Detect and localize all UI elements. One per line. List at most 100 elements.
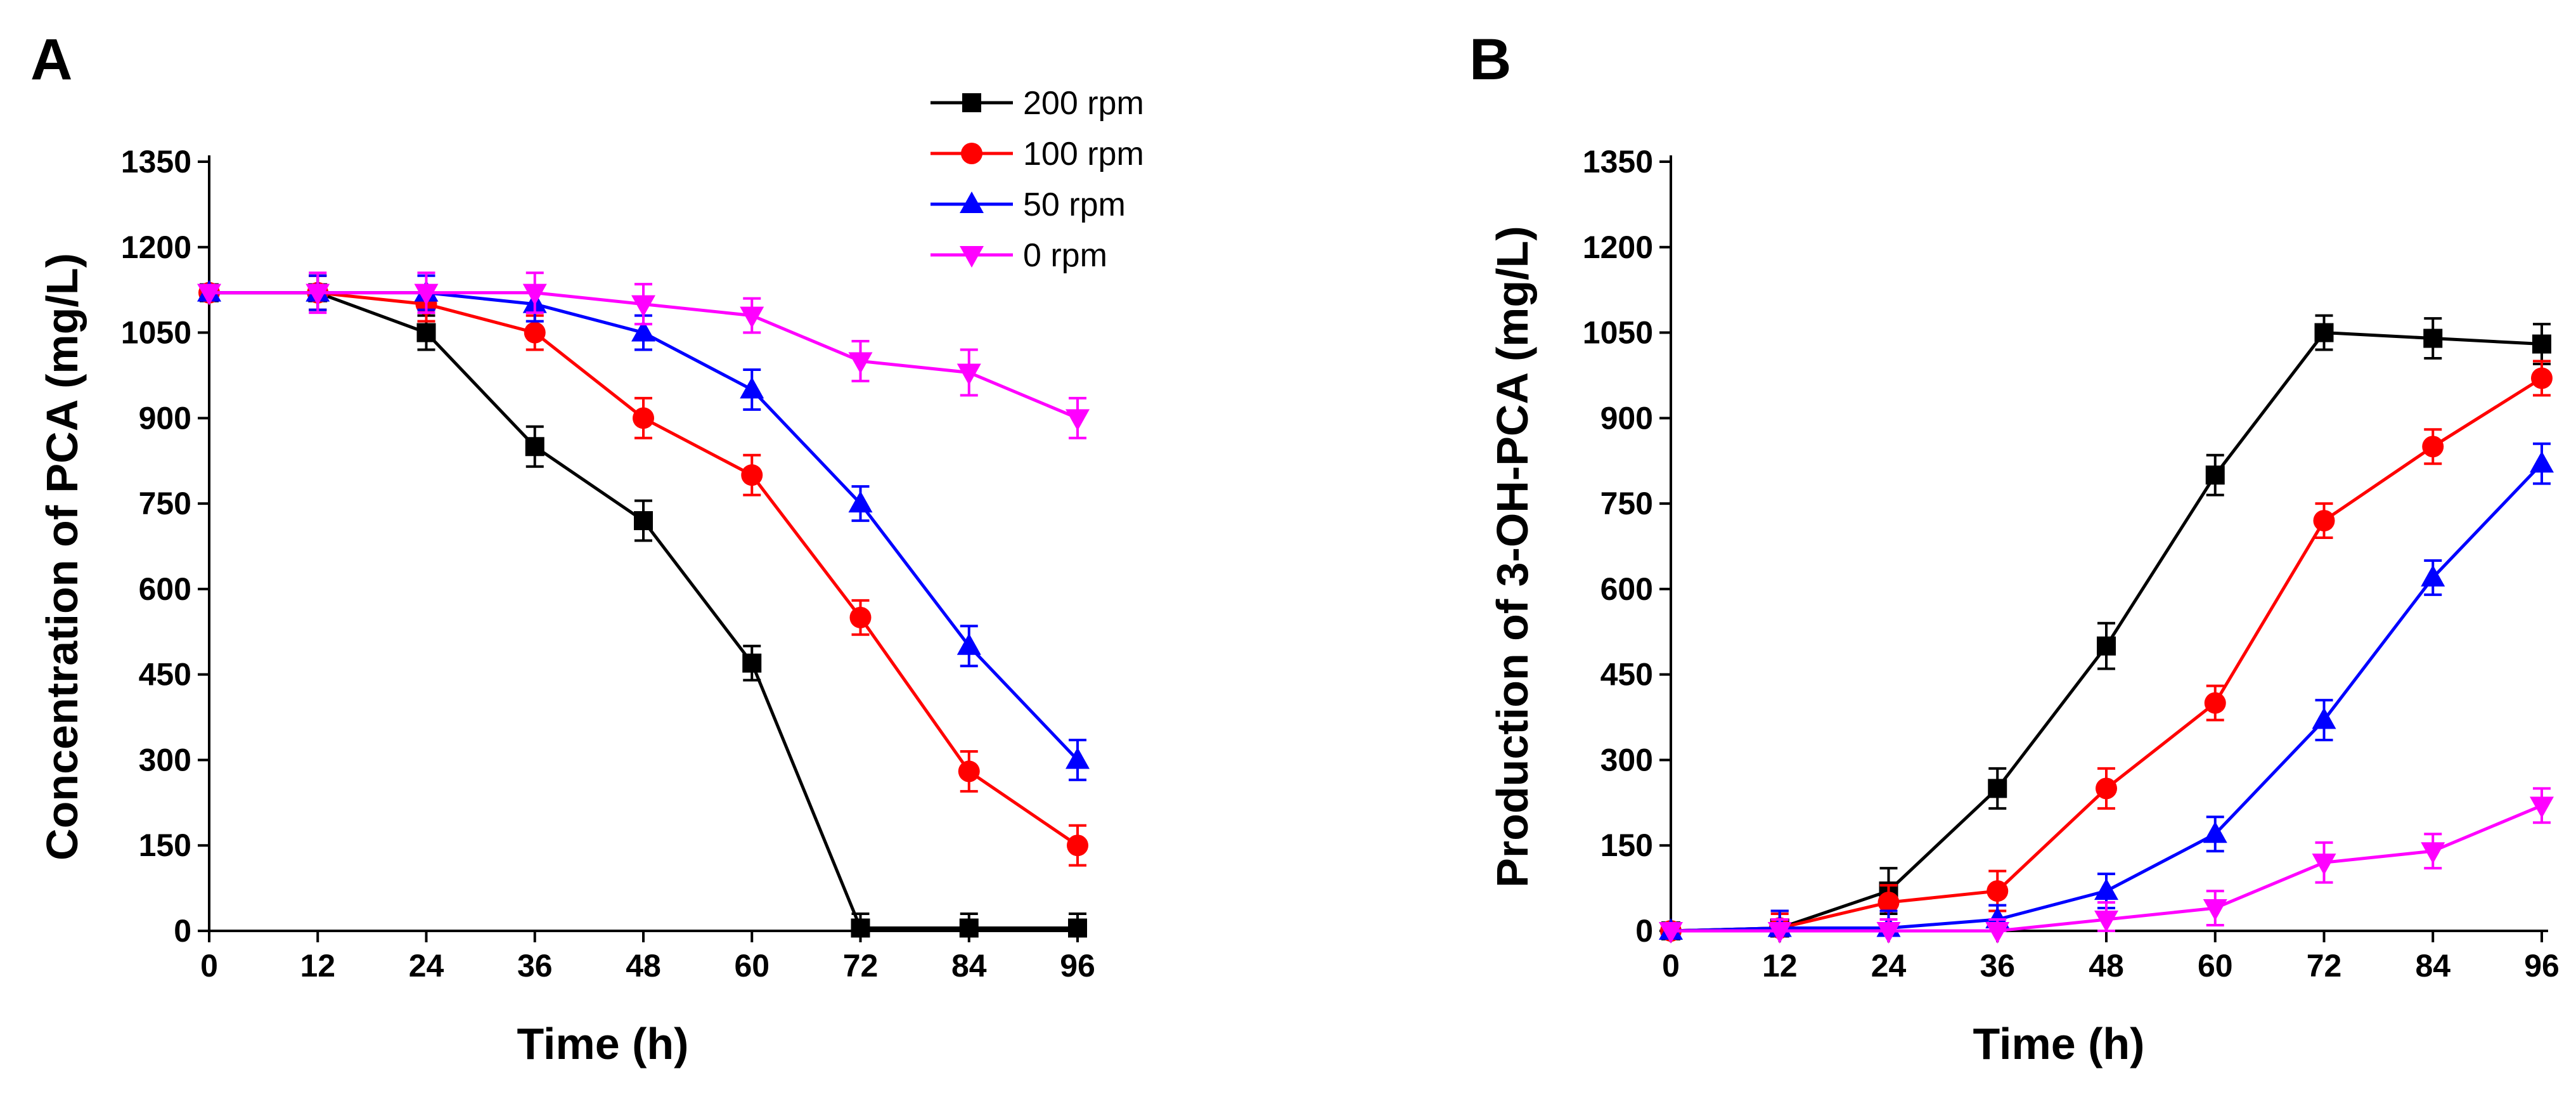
- data-point: [2314, 323, 2334, 342]
- x-tick-label: 48: [2089, 948, 2124, 984]
- data-point: [2421, 842, 2445, 864]
- data-point: [631, 295, 655, 317]
- x-tick-label: 12: [1762, 948, 1798, 984]
- data-point: [524, 321, 546, 344]
- legend-entry: 50 rpm: [931, 186, 1126, 223]
- x-tick-label: 36: [1980, 948, 2015, 984]
- y-tick-label: 900: [139, 400, 191, 436]
- data-point: [2097, 636, 2116, 656]
- data-point: [2532, 334, 2551, 354]
- x-tick-label: 48: [626, 948, 661, 984]
- data-point: [197, 283, 221, 306]
- y-tick-label: 450: [1600, 657, 1653, 692]
- data-point: [2094, 911, 2118, 933]
- x-tick-label: 72: [843, 948, 879, 984]
- x-tick-label: 24: [1871, 948, 1907, 984]
- data-point: [2312, 854, 2336, 876]
- x-tick-label: 12: [300, 948, 335, 984]
- data-point: [740, 306, 764, 328]
- data-point: [1066, 747, 1090, 769]
- data-point: [2096, 777, 2117, 800]
- y-tick-label: 1200: [1583, 230, 1653, 265]
- panel-a: A Concentration of PCA (mg/L) Time (h) 0…: [30, 27, 1144, 1068]
- data-point: [633, 407, 654, 429]
- legend: 200 rpm 100 rpm 50 rpm 0 rpm: [931, 85, 1144, 274]
- data-point: [956, 633, 981, 655]
- x-tick-label: 24: [409, 948, 444, 984]
- y-tick-label: 1350: [1583, 144, 1653, 179]
- legend-entry: 100 rpm: [931, 136, 1144, 172]
- data-point: [741, 464, 763, 486]
- y-axis-title-a: Concentration of PCA (mg/L): [37, 253, 87, 860]
- data-point: [414, 283, 439, 306]
- panel-letter-b: B: [1469, 27, 1511, 92]
- data-point: [306, 283, 330, 306]
- legend-label: 50 rpm: [1023, 186, 1126, 223]
- data-point: [2530, 451, 2554, 473]
- data-point: [1659, 922, 1683, 944]
- y-tick-label: 300: [1600, 742, 1653, 777]
- y-tick-label: 300: [139, 742, 191, 777]
- plot-area-a: [197, 271, 1090, 938]
- data-point: [1987, 880, 2009, 902]
- data-point: [2421, 564, 2445, 587]
- data-point: [2094, 878, 2118, 900]
- data-point: [2312, 707, 2336, 729]
- x-axis-title-a: Time (h): [517, 1019, 689, 1068]
- data-point: [2423, 328, 2443, 348]
- data-point: [1067, 834, 1088, 857]
- legend-label: 0 rpm: [1023, 237, 1107, 274]
- x-tick-label: 96: [1060, 948, 1095, 984]
- data-point: [742, 653, 762, 673]
- y-tick-label: 600: [1600, 571, 1653, 607]
- y-tick-label: 150: [139, 828, 191, 863]
- data-point: [2313, 510, 2335, 532]
- x-tick-label: 36: [517, 948, 553, 984]
- data-point: [631, 320, 655, 342]
- data-point: [851, 918, 870, 938]
- y-tick-label: 750: [1600, 486, 1653, 521]
- plot-area-b: [1659, 314, 2554, 944]
- legend-label: 200 rpm: [1023, 85, 1144, 122]
- x-axis-title-b: Time (h): [1973, 1019, 2145, 1068]
- data-point: [740, 377, 764, 399]
- legend-swatch-marker: [962, 93, 981, 112]
- legend-swatch-marker: [960, 246, 984, 268]
- data-point: [634, 511, 653, 531]
- data-point: [2530, 796, 2554, 819]
- y-tick-label: 600: [139, 571, 191, 607]
- legend-swatch-marker: [960, 192, 984, 213]
- data-point: [849, 606, 872, 628]
- data-point: [2204, 692, 2226, 714]
- legend-entry: 0 rpm: [931, 237, 1107, 274]
- data-point: [416, 323, 436, 342]
- series-0-rpm: [1659, 787, 2554, 944]
- legend-swatch-marker: [961, 143, 982, 164]
- y-tick-label: 0: [174, 913, 191, 949]
- x-tick-label: 84: [951, 948, 987, 984]
- data-point: [1877, 892, 1900, 914]
- data-point: [1066, 409, 1090, 431]
- x-tick-label: 0: [1662, 948, 1680, 984]
- data-point: [958, 760, 980, 783]
- series-0-rpm: [197, 271, 1090, 439]
- data-point: [1988, 779, 2007, 798]
- data-point: [1985, 922, 2010, 944]
- y-tick-label: 1050: [121, 315, 191, 351]
- data-point: [848, 491, 873, 513]
- legend-entry: 200 rpm: [931, 85, 1144, 122]
- y-tick-label: 0: [1635, 913, 1653, 949]
- data-point: [959, 918, 979, 938]
- y-tick-label: 750: [139, 486, 191, 521]
- x-tick-label: 60: [2198, 948, 2233, 984]
- data-point: [522, 283, 547, 306]
- legend-label: 100 rpm: [1023, 136, 1144, 172]
- data-point: [848, 352, 873, 374]
- x-tick-label: 0: [200, 948, 218, 984]
- y-tick-label: 1200: [121, 230, 191, 265]
- data-point: [956, 363, 981, 386]
- data-point: [2203, 821, 2227, 843]
- data-point: [2422, 436, 2444, 458]
- x-tick-label: 96: [2524, 948, 2560, 984]
- y-tick-label: 1350: [121, 144, 191, 179]
